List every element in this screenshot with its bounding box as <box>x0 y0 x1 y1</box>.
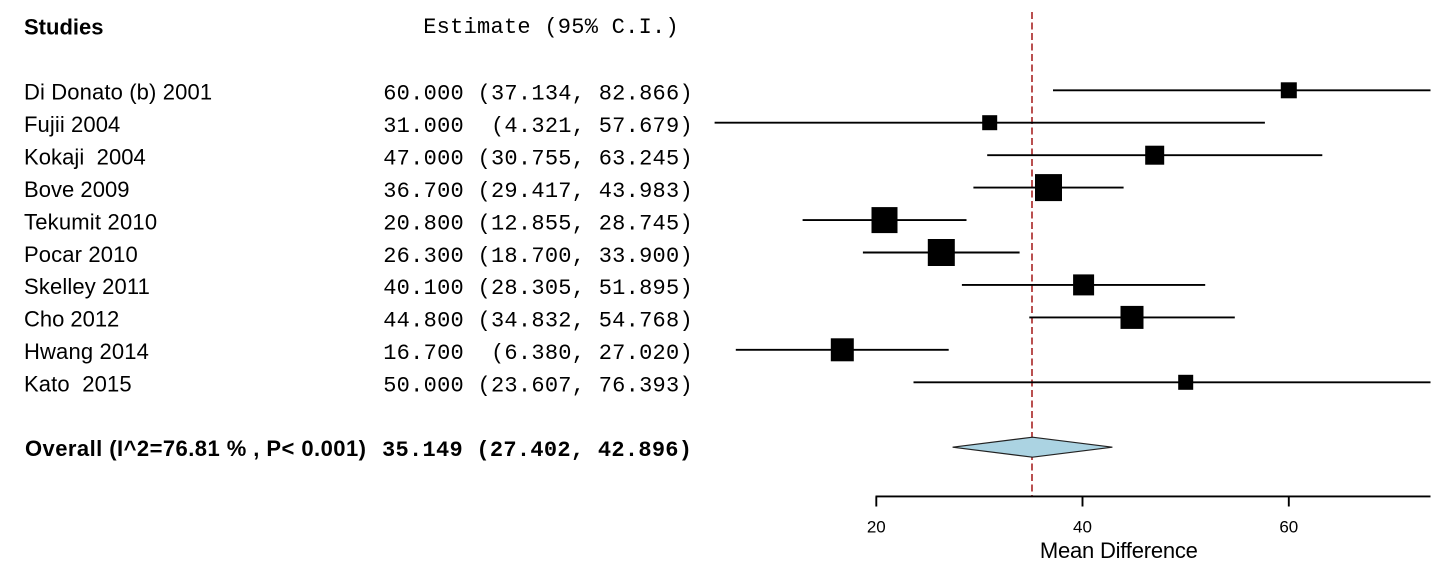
svg-text:Kato 2015: Kato 2015 <box>24 372 132 397</box>
svg-text:26.300 (18.700, 33.900): 26.300 (18.700, 33.900) <box>383 244 693 269</box>
svg-text:Kokaji 2004: Kokaji 2004 <box>24 145 146 170</box>
svg-text:Studies: Studies <box>24 15 103 40</box>
svg-text:Fujii 2004: Fujii 2004 <box>24 112 120 137</box>
svg-text:Tekumit 2010: Tekumit 2010 <box>24 209 157 234</box>
svg-text:Estimate (95% C.I.): Estimate (95% C.I.) <box>423 15 679 40</box>
svg-text:36.700 (29.417, 43.983): 36.700 (29.417, 43.983) <box>383 179 693 204</box>
svg-text:35.149 (27.402, 42.896): 35.149 (27.402, 42.896) <box>382 438 692 463</box>
svg-text:Bove 2009: Bove 2009 <box>24 177 130 202</box>
svg-text:Hwang 2014: Hwang 2014 <box>24 339 149 364</box>
svg-text:50.000 (23.607, 76.393): 50.000 (23.607, 76.393) <box>383 374 693 399</box>
svg-text:Overall (I^2=76.81 % , P< 0.00: Overall (I^2=76.81 % , P< 0.001) <box>25 436 366 461</box>
svg-text:Pocar 2010: Pocar 2010 <box>24 242 138 267</box>
svg-text:47.000 (30.755, 63.245): 47.000 (30.755, 63.245) <box>383 147 693 172</box>
svg-text:31.000 (4.321, 57.679): 31.000 (4.321, 57.679) <box>383 114 693 139</box>
svg-text:40.100 (28.305, 51.895): 40.100 (28.305, 51.895) <box>383 276 693 301</box>
svg-text:44.800 (34.832, 54.768): 44.800 (34.832, 54.768) <box>383 309 693 334</box>
svg-text:20.800 (12.855, 28.745): 20.800 (12.855, 28.745) <box>383 211 693 236</box>
svg-text:40: 40 <box>1073 518 1092 537</box>
svg-text:60.000 (37.134, 82.866): 60.000 (37.134, 82.866) <box>383 82 693 107</box>
svg-text:Di Donato (b) 2001: Di Donato (b) 2001 <box>24 80 212 105</box>
svg-text:Skelley 2011: Skelley 2011 <box>24 274 150 299</box>
svg-text:60: 60 <box>1279 518 1298 537</box>
svg-text:20: 20 <box>867 518 886 537</box>
svg-text:Mean Difference: Mean Difference <box>1040 538 1198 563</box>
svg-text:Cho 2012: Cho 2012 <box>24 307 119 332</box>
svg-text:16.700 (6.380, 27.020): 16.700 (6.380, 27.020) <box>383 341 693 366</box>
